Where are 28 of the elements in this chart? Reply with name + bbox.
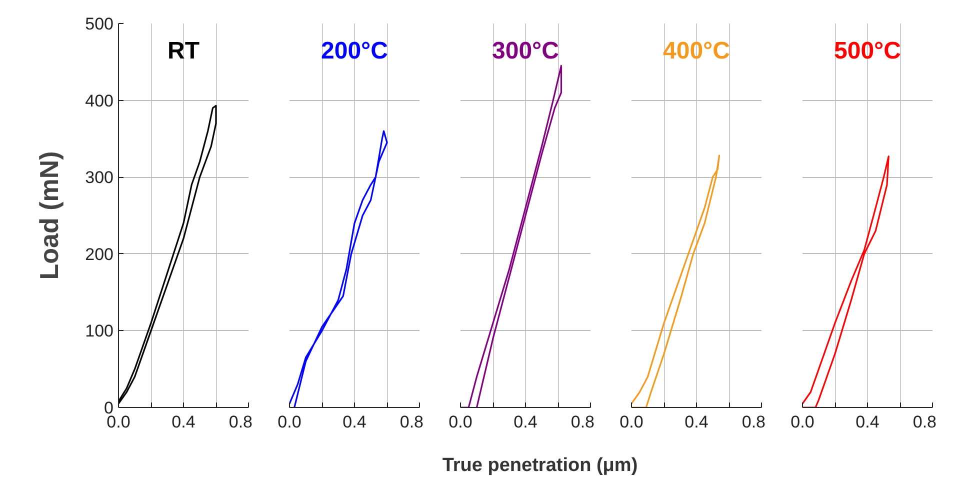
- text: 300°C: [492, 38, 559, 64]
- y-tick-label: 100: [85, 322, 114, 341]
- x-tick-label: 0.8: [912, 412, 937, 432]
- text: 200°C: [321, 38, 388, 64]
- x-tick-label: 0.0: [620, 412, 644, 432]
- x-tick-label: 0.0: [790, 412, 814, 432]
- x-tick-label: 0.4: [514, 412, 538, 432]
- x-axis-title: True penetration (μm): [442, 454, 638, 478]
- y-tick-label: 300: [85, 168, 114, 188]
- x-tick-label: 0.4: [342, 412, 366, 432]
- y-tick-label: 500: [85, 14, 114, 34]
- x-tick-label: 0.4: [684, 412, 708, 432]
- x-tick-label: 0.0: [278, 412, 302, 432]
- text: RT: [168, 38, 200, 64]
- y-tick-label: 400: [85, 91, 114, 110]
- x-tick-label: 0.8: [570, 412, 595, 432]
- x-tick-label: 0.8: [742, 412, 766, 432]
- x-tick-label: 0.4: [172, 412, 196, 432]
- x-tick-label: 0.0: [448, 412, 472, 432]
- x-tick-label: 0.8: [400, 412, 424, 432]
- text: 500°C: [834, 38, 901, 64]
- x-tick-label: 0.8: [228, 412, 253, 432]
- y-tick-label: 200: [85, 244, 114, 264]
- line-series: [118, 104, 217, 404]
- x-tick-label: 0.0: [106, 412, 130, 432]
- y-axis-title: Load (mN): [34, 151, 64, 280]
- text: 400°C: [663, 38, 730, 64]
- x-tick-label: 0.4: [856, 412, 880, 432]
